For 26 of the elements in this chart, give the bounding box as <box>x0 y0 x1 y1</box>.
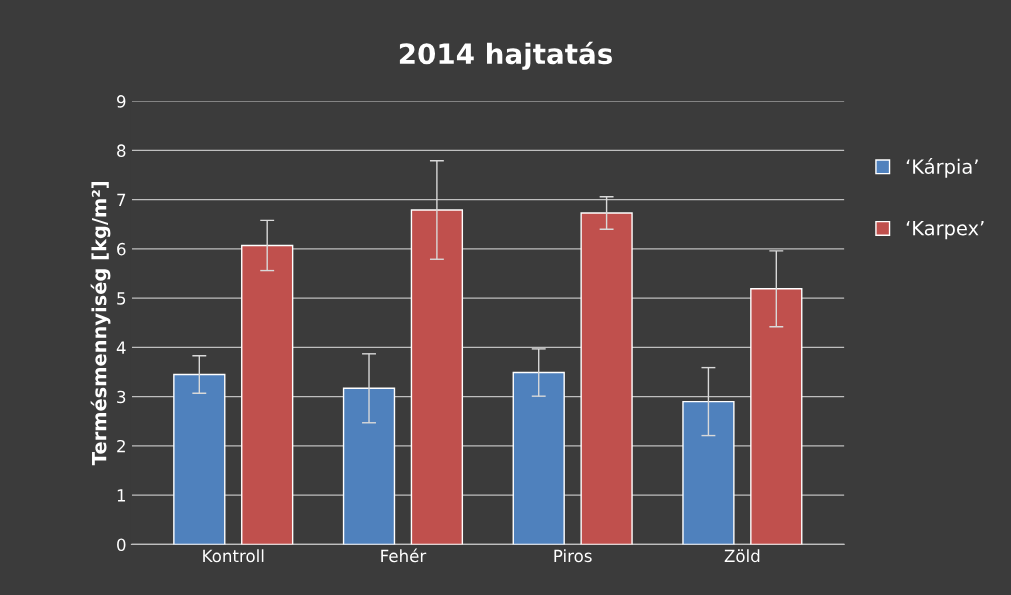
bar <box>580 212 633 545</box>
y-tick-label: 2 <box>117 439 125 453</box>
y-tick-label: 0 <box>117 538 126 551</box>
x-tick-label: Piros <box>554 549 592 563</box>
y-tick-label: 4 <box>116 341 126 354</box>
bar <box>342 387 396 545</box>
bar <box>750 288 803 545</box>
y-tick-label: 3 <box>117 390 126 404</box>
x-tick-label: Kontroll <box>203 549 264 563</box>
y-tick-label: 5 <box>117 292 126 305</box>
y-axis-title: Termésmennyiség [kg/m²] <box>90 182 111 466</box>
x-tick-label: Zöld <box>724 549 760 563</box>
y-tick-label: 9 <box>117 95 126 108</box>
bar <box>173 373 226 545</box>
y-tick-label: 1 <box>117 489 126 502</box>
bar <box>410 209 464 545</box>
x-tick-label: Fehér <box>381 548 427 563</box>
chart-title: 2014 hajtatás <box>399 41 612 70</box>
y-tick-label: 8 <box>117 144 126 157</box>
y-tick-label: 7 <box>117 193 126 206</box>
legend-label: ‘Karpex’ <box>906 221 984 240</box>
y-tick-label: 6 <box>117 242 126 256</box>
legend-label: ‘Kárpia’ <box>906 158 978 178</box>
bar <box>512 371 565 545</box>
bar <box>682 400 735 545</box>
bar <box>241 244 294 545</box>
